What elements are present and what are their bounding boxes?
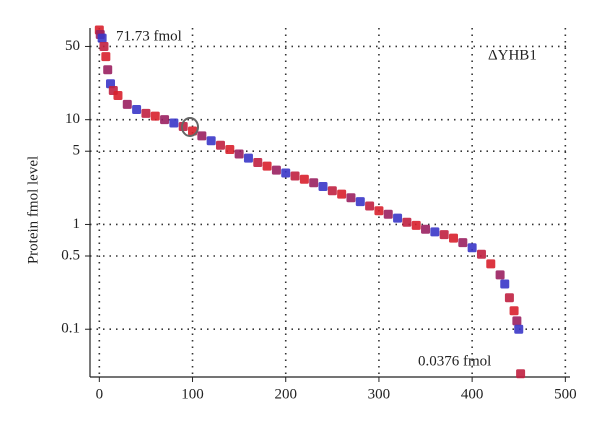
point — [243, 153, 253, 163]
point — [504, 293, 514, 303]
point — [327, 186, 337, 196]
x-tick-label: 100 — [181, 386, 204, 402]
point — [253, 158, 263, 168]
x-tick-label: 200 — [274, 386, 297, 402]
point — [393, 213, 403, 223]
point — [281, 168, 291, 178]
y-tick-label: 5 — [73, 143, 81, 159]
point — [101, 52, 111, 62]
y-tick-label: 10 — [65, 111, 80, 127]
point — [514, 324, 524, 334]
point — [355, 197, 365, 207]
point — [262, 161, 272, 171]
point — [467, 243, 477, 253]
point — [150, 111, 160, 121]
point — [346, 193, 356, 203]
point — [169, 118, 179, 128]
point — [337, 189, 347, 199]
point — [234, 149, 244, 159]
x-tick-label: 500 — [554, 386, 577, 402]
point — [309, 178, 319, 188]
point — [113, 91, 123, 101]
y-tick-label: 1 — [73, 216, 81, 232]
point — [215, 140, 225, 150]
point — [439, 230, 449, 240]
point — [448, 233, 458, 243]
point — [271, 165, 281, 175]
point — [225, 144, 235, 154]
point — [97, 33, 107, 43]
point — [421, 224, 431, 234]
point — [495, 270, 505, 280]
point — [430, 227, 440, 237]
min-annotation: 0.0376 fmol — [418, 353, 491, 369]
point — [374, 206, 384, 216]
point — [141, 108, 151, 118]
point — [476, 249, 486, 259]
x-tick-label: 400 — [461, 386, 484, 402]
y-tick-label: 0.5 — [61, 247, 80, 263]
point — [103, 65, 113, 75]
y-axis-label: Protein fmol level — [25, 156, 41, 264]
strain-label: ΔYHB1 — [488, 47, 537, 63]
point — [365, 201, 375, 211]
point — [132, 105, 142, 115]
y-tick-label: 50 — [65, 38, 80, 54]
x-tick-label: 300 — [368, 386, 391, 402]
point — [99, 41, 109, 51]
highlight-ring — [181, 117, 199, 137]
point — [411, 220, 421, 230]
point — [512, 316, 522, 326]
point — [458, 238, 468, 248]
point — [516, 369, 526, 379]
point — [318, 182, 328, 192]
point — [509, 306, 519, 316]
point — [500, 279, 510, 289]
max-annotation: 71.73 fmol — [116, 28, 182, 44]
point — [402, 217, 412, 227]
point — [206, 136, 216, 146]
point — [299, 174, 309, 184]
point — [383, 209, 393, 219]
point — [197, 131, 207, 141]
point — [486, 259, 496, 269]
y-tick-label: 0.1 — [61, 321, 80, 337]
point — [290, 171, 300, 181]
point — [160, 115, 170, 125]
point — [122, 99, 132, 109]
x-tick-label: 0 — [96, 386, 104, 402]
point — [178, 122, 188, 132]
